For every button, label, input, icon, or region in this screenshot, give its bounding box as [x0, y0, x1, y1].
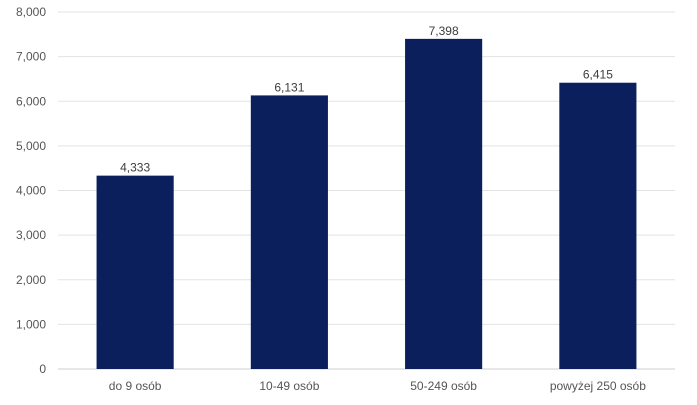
bar-value-label: 6,415 — [583, 68, 613, 82]
bars — [96, 38, 637, 370]
bar-value-label: 4,333 — [120, 161, 150, 175]
x-tick-label: 10-49 osób — [259, 379, 319, 393]
y-tick-label: 1,000 — [16, 317, 46, 331]
y-tick-label: 4,000 — [16, 184, 46, 198]
y-tick-label: 3,000 — [16, 228, 46, 242]
bar — [559, 82, 637, 369]
y-tick-label: 7,000 — [16, 50, 46, 64]
y-tick-label: 5,000 — [16, 139, 46, 153]
bar — [96, 175, 174, 369]
y-tick-label: 0 — [39, 362, 46, 376]
x-axis-ticks: do 9 osób 10-49 osób 50-249 osób powyżej 25… — [109, 379, 646, 393]
bar-value-label: 7,398 — [429, 24, 459, 38]
bar — [405, 38, 483, 369]
x-tick-label: powyżej 250 osób — [550, 379, 646, 393]
y-axis-ticks: 0 1,000 2,000 3,000 4,000 5,000 6,000 7,000 8,00… — [16, 5, 46, 376]
x-tick-label: 50-249 osób — [410, 379, 477, 393]
bar — [250, 95, 328, 370]
data-labels: 4,333 6,131 7,398 6,415 — [120, 24, 613, 175]
y-tick-label: 6,000 — [16, 94, 46, 108]
y-tick-label: 8,000 — [16, 5, 46, 19]
x-tick-label: do 9 osób — [109, 379, 162, 393]
y-tick-label: 2,000 — [16, 273, 46, 287]
bar-value-label: 6,131 — [274, 80, 304, 94]
